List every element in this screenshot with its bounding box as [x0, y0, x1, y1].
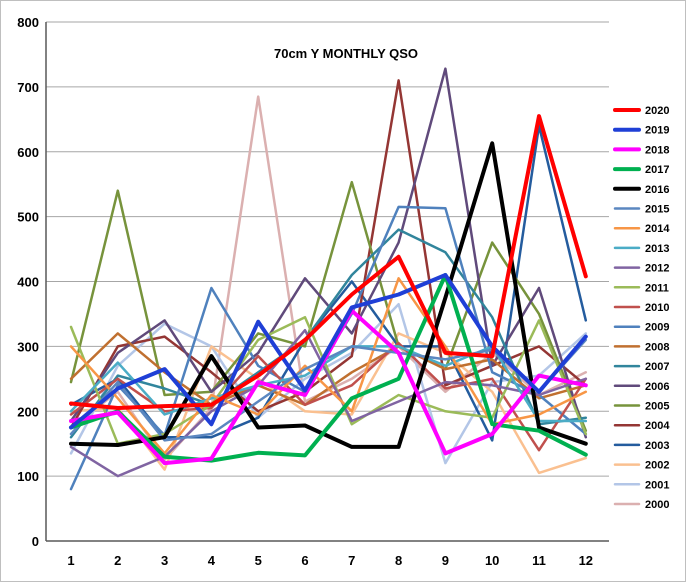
x-tick-label: 8	[395, 553, 402, 568]
legend-label-2000: 2000	[645, 499, 669, 511]
legend-label-2005: 2005	[645, 401, 669, 413]
legend-label-2016: 2016	[645, 184, 669, 196]
x-tick-label: 5	[255, 553, 262, 568]
legend-label-2001: 2001	[645, 479, 669, 491]
x-tick-label: 12	[579, 553, 593, 568]
x-tick-label: 11	[532, 553, 546, 568]
y-tick-label: 800	[17, 15, 39, 30]
series-line-2020	[69, 114, 588, 410]
y-tick-label: 500	[17, 210, 39, 225]
x-tick-label: 9	[442, 553, 449, 568]
x-axis-ticks: 1 2 3 4 5 6 7 8 9 10 11 12	[67, 553, 593, 568]
x-tick-label: 1	[67, 553, 74, 568]
legend-label-2015: 2015	[645, 204, 669, 216]
legend-label-2017: 2017	[645, 164, 669, 176]
legend-label-2014: 2014	[645, 223, 670, 235]
series-line-2003	[69, 124, 588, 442]
legend-label-2020: 2020	[645, 105, 669, 117]
y-tick-label: 200	[17, 404, 39, 419]
series-line-2007	[69, 228, 588, 439]
legend-label-2003: 2003	[645, 440, 669, 452]
y-axis-ticks: 0 100 200 300 400 500 600 700 800	[17, 15, 39, 549]
legend-label-2011: 2011	[645, 282, 669, 294]
legend-label-2009: 2009	[645, 322, 669, 334]
y-tick-label: 700	[17, 80, 39, 95]
y-tick-label: 300	[17, 339, 39, 354]
y-tick-label: 400	[17, 275, 39, 290]
series-line-2012	[69, 328, 588, 478]
legend-label-2007: 2007	[645, 361, 669, 373]
chart-title: 70cm Y MONTHLY QSO	[274, 46, 418, 61]
x-tick-label: 10	[485, 553, 499, 568]
legend-label-2006: 2006	[645, 381, 669, 393]
series-line-2005	[69, 180, 588, 432]
x-tick-label: 2	[114, 553, 121, 568]
x-tick-label: 3	[161, 553, 168, 568]
series-lines	[69, 67, 588, 491]
x-tick-label: 7	[348, 553, 355, 568]
series-line-2011	[69, 315, 588, 445]
legend-label-2002: 2002	[645, 460, 669, 472]
y-tick-label: 0	[32, 534, 39, 549]
legend-label-2004: 2004	[645, 420, 670, 432]
y-tick-label: 600	[17, 145, 39, 160]
series-line-2019	[69, 273, 588, 430]
series-line-2016	[69, 141, 588, 449]
legend: 2020 2019 2018 2017 2016 2015 2014 2013 2012 2011…	[613, 105, 670, 511]
legend-label-2008: 2008	[645, 341, 669, 353]
x-tick-label: 6	[301, 553, 308, 568]
legend-label-2013: 2013	[645, 243, 669, 255]
x-tick-label: 4	[208, 553, 216, 568]
legend-label-2012: 2012	[645, 263, 669, 275]
legend-label-2018: 2018	[645, 144, 669, 156]
legend-label-2010: 2010	[645, 302, 669, 314]
legend-label-2019: 2019	[645, 125, 669, 137]
y-tick-label: 100	[17, 469, 39, 484]
grid-lines	[45, 21, 609, 542]
